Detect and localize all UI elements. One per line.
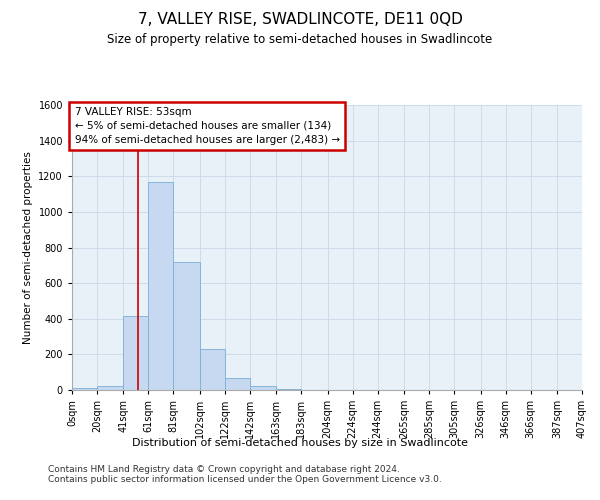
Text: 7 VALLEY RISE: 53sqm
← 5% of semi-detached houses are smaller (134)
94% of semi-: 7 VALLEY RISE: 53sqm ← 5% of semi-detach… [74, 107, 340, 145]
Text: Size of property relative to semi-detached houses in Swadlincote: Size of property relative to semi-detach… [107, 32, 493, 46]
Text: 7, VALLEY RISE, SWADLINCOTE, DE11 0QD: 7, VALLEY RISE, SWADLINCOTE, DE11 0QD [137, 12, 463, 28]
Text: Contains public sector information licensed under the Open Government Licence v3: Contains public sector information licen… [48, 476, 442, 484]
Bar [124, 316, 148, 390]
Bar [97, 386, 124, 390]
Bar [225, 378, 250, 390]
Text: Contains HM Land Registry data © Crown copyright and database right 2024.: Contains HM Land Registry data © Crown c… [48, 466, 400, 474]
Bar [173, 262, 200, 390]
Bar [250, 386, 276, 390]
Bar [276, 389, 301, 390]
Bar [72, 388, 97, 390]
Bar [200, 349, 225, 390]
Bar [148, 182, 173, 390]
Text: Distribution of semi-detached houses by size in Swadlincote: Distribution of semi-detached houses by … [132, 438, 468, 448]
Y-axis label: Number of semi-detached properties: Number of semi-detached properties [23, 151, 33, 344]
